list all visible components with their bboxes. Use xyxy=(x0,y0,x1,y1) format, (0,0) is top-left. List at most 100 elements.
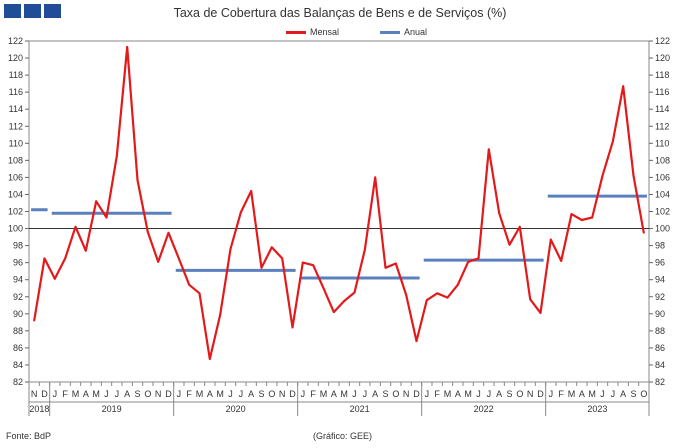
y-tick-label-right: 90 xyxy=(655,309,665,319)
y-tick-label-right: 100 xyxy=(655,224,670,234)
x-month-label: F xyxy=(310,389,316,399)
mensal-point xyxy=(560,260,563,262)
mensal-point xyxy=(33,319,36,322)
y-tick-label-right: 88 xyxy=(655,326,665,336)
mensal-point xyxy=(136,179,139,181)
mensal-point xyxy=(177,257,180,260)
y-tick-label-left: 86 xyxy=(13,343,23,353)
mensal-point xyxy=(580,219,583,221)
y-tick-label-left: 100 xyxy=(8,224,23,234)
x-month-label: D xyxy=(537,389,544,399)
mensal-point xyxy=(384,266,387,269)
y-tick-label-left: 88 xyxy=(13,326,23,336)
x-month-label: J xyxy=(425,389,430,399)
y-tick-label-right: 108 xyxy=(655,155,670,165)
x-month-label: F xyxy=(434,389,440,399)
mensal-point xyxy=(436,292,439,295)
mensal-point xyxy=(518,225,521,228)
mensal-point xyxy=(198,292,201,295)
x-month-label: M xyxy=(72,389,80,399)
y-tick-label-left: 120 xyxy=(8,53,23,63)
y-tick-label-left: 118 xyxy=(9,70,23,80)
logo-block xyxy=(4,4,21,18)
mensal-point xyxy=(146,231,149,233)
legend-swatch-anual xyxy=(380,30,400,34)
mensal-point xyxy=(343,300,346,302)
series-anual xyxy=(31,194,647,280)
x-month-label: J xyxy=(53,389,58,399)
mensal-point xyxy=(281,257,284,260)
x-month-label: N xyxy=(279,389,286,399)
y-tick-label-left: 122 xyxy=(8,36,23,46)
mensal-point xyxy=(477,257,480,260)
mensal-point xyxy=(95,200,98,203)
mensal-point xyxy=(415,340,418,342)
mensal-point xyxy=(591,216,594,219)
mensal-point xyxy=(115,155,118,157)
y-tick-label-right: 118 xyxy=(655,70,669,80)
y-tick-label-right: 82 xyxy=(655,377,665,387)
mensal-point xyxy=(260,266,263,269)
x-month-label: J xyxy=(104,389,109,399)
mensal-point xyxy=(64,257,67,260)
y-axis-right: 82 84 86 88 90 92 94 96 98 100 102 104 106 108 110 112 1… xyxy=(649,36,670,387)
y-tick-label-left: 112 xyxy=(9,121,23,131)
x-month-label: D xyxy=(413,389,420,399)
chart-title: Taxa de Cobertura das Balanças de Bens e… xyxy=(173,6,507,20)
x-month-label: J xyxy=(476,389,481,399)
y-tick-label-right: 104 xyxy=(655,189,670,199)
x-month-label: S xyxy=(630,389,636,399)
mensal-point xyxy=(363,248,366,251)
x-month-label: J xyxy=(352,389,357,399)
chart-credit: (Gráfico: GEE) xyxy=(313,431,373,441)
x-month-label: M xyxy=(588,389,596,399)
x-month-label: M xyxy=(320,389,328,399)
y-tick-label-right: 102 xyxy=(655,207,670,217)
mensal-point xyxy=(446,296,449,299)
mensal-point xyxy=(43,257,46,260)
y-tick-label-left: 108 xyxy=(8,155,23,165)
mensal-point xyxy=(549,238,552,241)
mensal-point xyxy=(250,190,253,192)
y-tick-label-right: 116 xyxy=(655,87,669,97)
x-month-label: D xyxy=(41,389,48,399)
legend-item-anual: Anual xyxy=(380,27,427,37)
mensal-point xyxy=(53,277,56,280)
x-month-label: F xyxy=(186,389,192,399)
y-tick-label-left: 96 xyxy=(13,258,23,268)
x-month-label: A xyxy=(331,389,337,399)
x-month-label: N xyxy=(155,389,162,399)
x-month-label: J xyxy=(611,389,616,399)
mensal-point xyxy=(332,311,335,313)
x-month-label: J xyxy=(549,389,554,399)
mensal-point xyxy=(570,213,573,215)
x-month-label: O xyxy=(268,389,275,399)
y-tick-label-right: 94 xyxy=(655,275,665,285)
mensal-point xyxy=(157,260,160,263)
x-month-label: A xyxy=(372,389,378,399)
x-month-label: S xyxy=(258,389,264,399)
x-month-label: A xyxy=(83,389,89,399)
logo-block xyxy=(44,4,61,18)
x-month-label: O xyxy=(144,389,151,399)
x-month-label: J xyxy=(228,389,233,399)
y-tick-label-right: 84 xyxy=(655,360,665,370)
mensal-point xyxy=(601,174,604,177)
mensal-point xyxy=(105,216,108,219)
mensal-point xyxy=(498,212,501,215)
mensal-point xyxy=(312,264,315,267)
x-month-label: J xyxy=(177,389,182,399)
y-tick-label-left: 114 xyxy=(9,104,23,114)
legend-swatch-mensal xyxy=(286,30,306,34)
mensal-point xyxy=(322,287,325,290)
x-month-label: A xyxy=(207,389,213,399)
mensal-point xyxy=(291,326,294,329)
x-month-label: A xyxy=(496,389,502,399)
y-tick-label-left: 94 xyxy=(13,275,23,285)
mensal-point xyxy=(425,299,428,302)
y-tick-label-right: 86 xyxy=(655,343,665,353)
source-note: Fonte: BdP xyxy=(6,431,52,441)
mensal-point xyxy=(126,46,129,48)
